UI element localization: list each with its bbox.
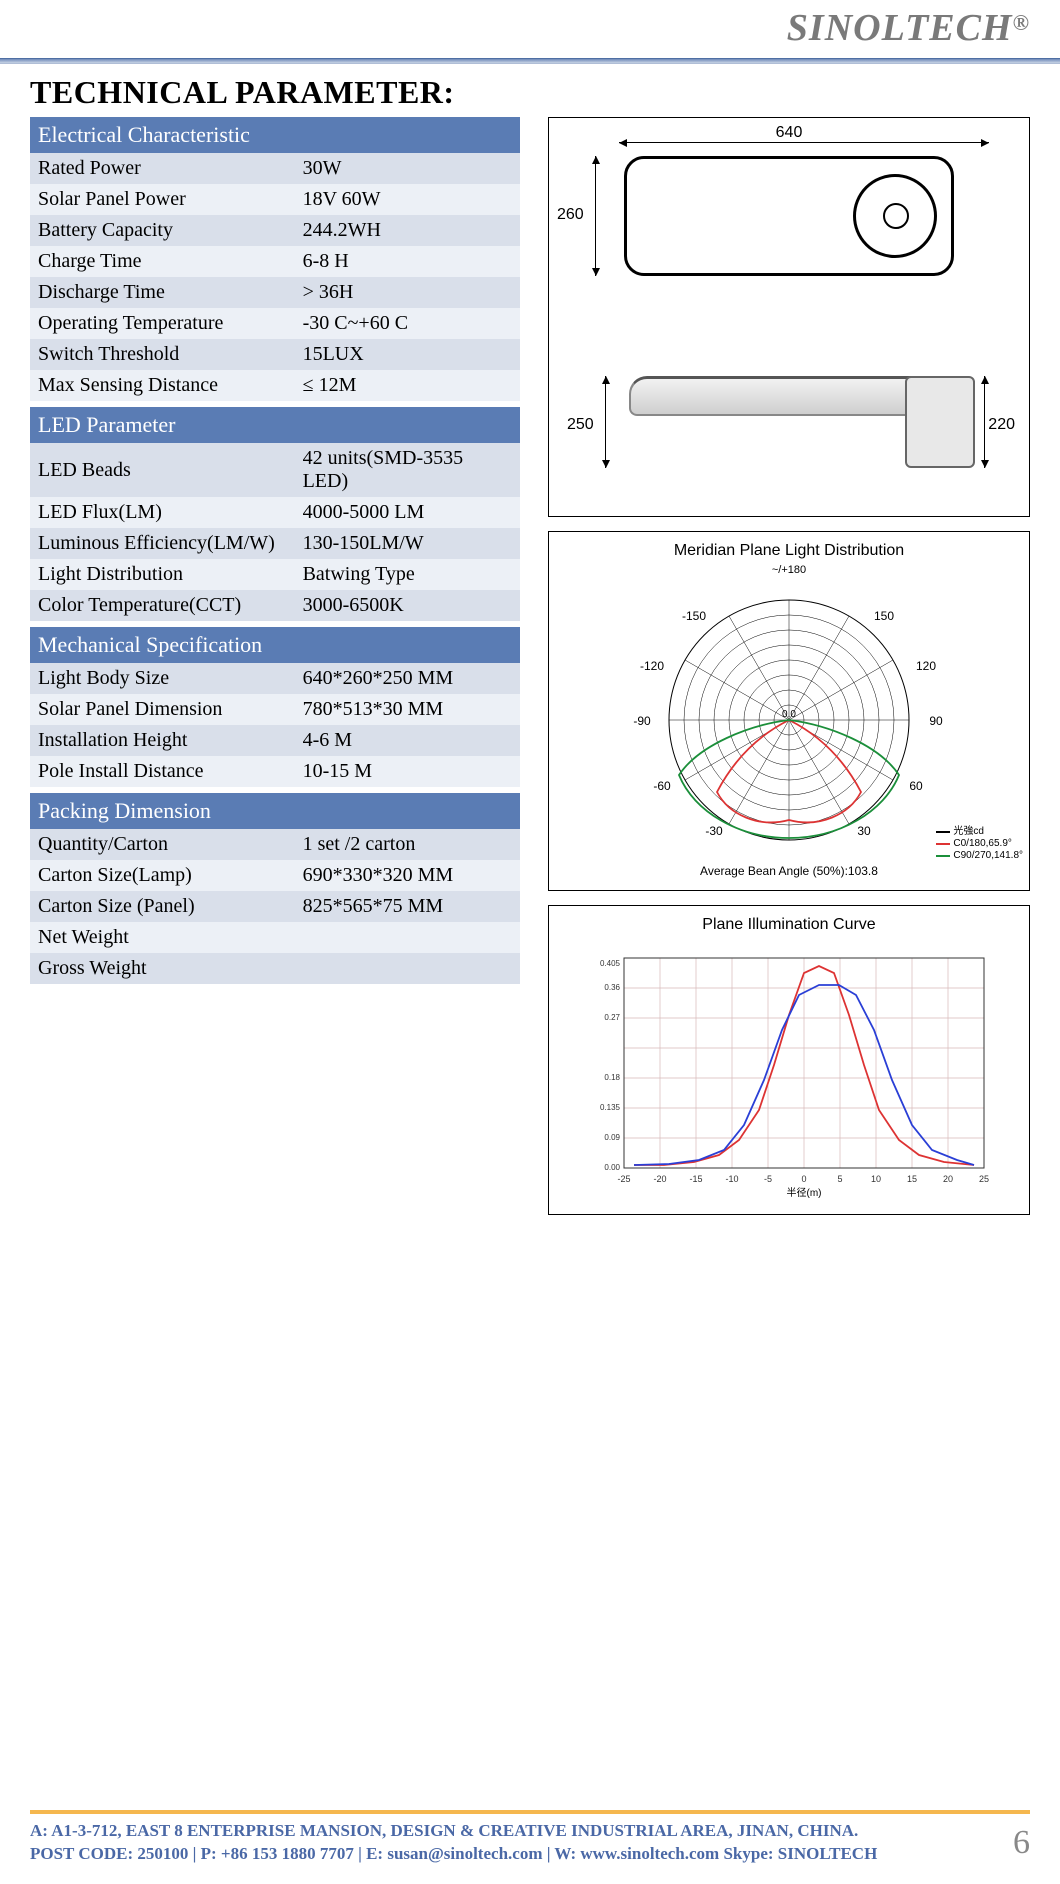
- lamp-top-outline: [624, 156, 954, 276]
- table-row: Net Weight: [30, 922, 520, 953]
- table-row: LED Flux(LM)4000-5000 LM: [30, 497, 520, 528]
- top-rule: [0, 58, 1060, 64]
- table-header: Packing Dimension: [30, 793, 520, 829]
- polar-legend: 光強cd C0/180,65.9° C90/270,141.8°: [936, 826, 1023, 862]
- table-row: Pole Install Distance10-15 M: [30, 756, 520, 787]
- angle-label: 60: [909, 779, 923, 793]
- chart-title: Plane Illumination Curve: [559, 916, 1019, 934]
- svg-text:0.27: 0.27: [604, 1013, 620, 1022]
- table-row: LED Beads42 units(SMD-3535 LED): [30, 443, 520, 497]
- diagrams-column: 640 260 250 220 Meridian Plane Li: [548, 117, 1030, 1229]
- chart-subtitle: ~/+180: [559, 564, 1019, 576]
- svg-text:0.135: 0.135: [600, 1103, 621, 1112]
- svg-text:0.36: 0.36: [604, 983, 620, 992]
- angle-label: 150: [874, 609, 894, 623]
- curve-svg: -25 -20 -15 -10 -5 0 5 10 15 20 25 0.00 0.09 0.…: [584, 938, 994, 1198]
- svg-text:-5: -5: [764, 1174, 772, 1184]
- brand-logo: SINOLTECH®: [787, 6, 1030, 50]
- svg-text:5: 5: [837, 1174, 842, 1184]
- svg-text:-10: -10: [725, 1174, 738, 1184]
- svg-text:15: 15: [907, 1174, 917, 1184]
- table-row: Carton Size(Lamp)690*330*320 MM: [30, 860, 520, 891]
- svg-text:10: 10: [871, 1174, 881, 1184]
- dim-label: 250: [567, 416, 594, 434]
- main-content: TECHNICAL PARAMETER: Electrical Characte…: [30, 66, 1030, 1229]
- brand-reg: ®: [1013, 10, 1030, 35]
- dim-label: 220: [988, 416, 1015, 434]
- dim-arrow-icon: [619, 142, 989, 143]
- table-header: Mechanical Specification: [30, 627, 520, 663]
- page-number: 6: [1013, 1820, 1030, 1866]
- table-row: Light DistributionBatwing Type: [30, 559, 520, 590]
- svg-text:0.0: 0.0: [782, 709, 796, 720]
- dim-arrow-icon: [984, 376, 985, 468]
- svg-text:20: 20: [943, 1174, 953, 1184]
- x-axis-label: 半径(m): [787, 1186, 822, 1198]
- footer-line: POST CODE: 250100 | P: +86 153 1880 7707…: [30, 1843, 877, 1866]
- page-footer: A: A1-3-712, EAST 8 ENTERPRISE MANSION, …: [30, 1810, 1030, 1866]
- svg-text:25: 25: [979, 1174, 989, 1184]
- svg-text:-20: -20: [653, 1174, 666, 1184]
- side-view: 250 220: [559, 358, 1019, 518]
- svg-text:0.18: 0.18: [604, 1073, 620, 1082]
- page-title: TECHNICAL PARAMETER:: [30, 74, 1030, 111]
- table-row: Switch Threshold15LUX: [30, 339, 520, 370]
- top-view: [559, 128, 1019, 348]
- angle-label: -90: [633, 714, 651, 728]
- dim-label: 260: [557, 206, 584, 224]
- table-row: Discharge Time> 36H: [30, 277, 520, 308]
- table-row: Solar Panel Dimension780*513*30 MM: [30, 694, 520, 725]
- dimension-diagram: 640 260 250 220: [548, 117, 1030, 517]
- table-row: Installation Height4-6 M: [30, 725, 520, 756]
- chart-title: Meridian Plane Light Distribution: [559, 542, 1019, 560]
- angle-label: -60: [653, 779, 671, 793]
- table-row: Luminous Efficiency(LM/W)130-150LM/W: [30, 528, 520, 559]
- svg-text:-15: -15: [689, 1174, 702, 1184]
- table-row: Quantity/Carton1 set /2 carton: [30, 829, 520, 860]
- table-row: Color Temperature(CCT)3000-6500K: [30, 590, 520, 621]
- table-led: LED Parameter LED Beads42 units(SMD-3535…: [30, 407, 520, 621]
- chart-caption: Average Bean Angle (50%):103.8: [559, 864, 1019, 878]
- table-electrical: Electrical Characteristic Rated Power30W…: [30, 117, 520, 401]
- dim-arrow-icon: [595, 156, 596, 276]
- angle-label: 120: [916, 659, 936, 673]
- table-mechanical: Mechanical Specification Light Body Size…: [30, 627, 520, 787]
- table-row: Rated Power30W: [30, 153, 520, 184]
- table-row: Light Body Size640*260*250 MM: [30, 663, 520, 694]
- curve-chart: Plane Illumination Curve: [548, 905, 1030, 1215]
- table-header: Electrical Characteristic: [30, 117, 520, 153]
- svg-text:0.09: 0.09: [604, 1133, 620, 1142]
- table-row: Solar Panel Power18V 60W: [30, 184, 520, 215]
- svg-text:0: 0: [801, 1174, 806, 1184]
- polar-svg: 0.0 -150 150 -120 120 -90 90 -60 60 -30 …: [624, 580, 954, 860]
- spec-tables: Electrical Characteristic Rated Power30W…: [30, 117, 520, 1229]
- angle-label: 90: [929, 714, 943, 728]
- dim-label: 640: [776, 124, 803, 142]
- table-row: Battery Capacity244.2WH: [30, 215, 520, 246]
- svg-text:0.405: 0.405: [600, 959, 621, 968]
- table-packing: Packing Dimension Quantity/Carton1 set /…: [30, 793, 520, 984]
- lamp-mount-outline: [905, 376, 975, 468]
- brand-text: SINOLTECH: [787, 7, 1013, 49]
- footer-line: A: A1-3-712, EAST 8 ENTERPRISE MANSION, …: [30, 1820, 877, 1843]
- angle-label: -30: [705, 824, 723, 838]
- angle-label: 30: [857, 824, 871, 838]
- table-header: LED Parameter: [30, 407, 520, 443]
- lamp-side-outline: [629, 376, 929, 416]
- table-row: Gross Weight: [30, 953, 520, 984]
- table-row: Charge Time6-8 H: [30, 246, 520, 277]
- table-row: Carton Size (Panel)825*565*75 MM: [30, 891, 520, 922]
- dim-arrow-icon: [605, 376, 606, 468]
- polar-chart: Meridian Plane Light Distribution ~/+180: [548, 531, 1030, 891]
- svg-text:-25: -25: [617, 1174, 630, 1184]
- table-row: Operating Temperature-30 C~+60 C: [30, 308, 520, 339]
- angle-label: -120: [640, 659, 664, 673]
- svg-text:0.00: 0.00: [604, 1163, 620, 1172]
- angle-label: -150: [682, 609, 706, 623]
- table-row: Max Sensing Distance≤ 12M: [30, 370, 520, 401]
